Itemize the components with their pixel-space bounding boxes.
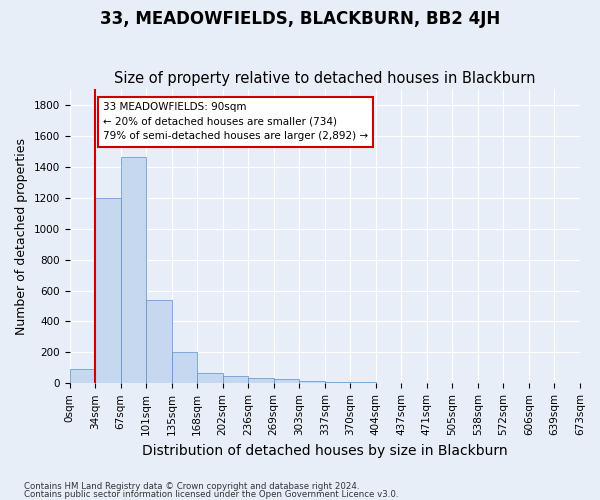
Bar [350,382,376,384]
Bar [70,370,95,384]
Y-axis label: Number of detached properties: Number of detached properties [15,138,28,335]
Bar [299,381,325,384]
Bar [376,382,401,384]
Bar [274,379,299,384]
Text: 33 MEADOWFIELDS: 90sqm
← 20% of detached houses are smaller (734)
79% of semi-de: 33 MEADOWFIELDS: 90sqm ← 20% of detached… [103,102,368,142]
Bar [223,376,248,384]
Bar [95,198,121,384]
Text: Contains HM Land Registry data © Crown copyright and database right 2024.: Contains HM Land Registry data © Crown c… [24,482,359,491]
X-axis label: Distribution of detached houses by size in Blackburn: Distribution of detached houses by size … [142,444,508,458]
Bar [248,378,274,384]
Text: 33, MEADOWFIELDS, BLACKBURN, BB2 4JH: 33, MEADOWFIELDS, BLACKBURN, BB2 4JH [100,10,500,28]
Bar [146,300,172,384]
Title: Size of property relative to detached houses in Blackburn: Size of property relative to detached ho… [114,70,536,86]
Bar [325,382,350,384]
Text: Contains public sector information licensed under the Open Government Licence v3: Contains public sector information licen… [24,490,398,499]
Bar [121,158,146,384]
Bar [197,374,223,384]
Bar [172,352,197,384]
